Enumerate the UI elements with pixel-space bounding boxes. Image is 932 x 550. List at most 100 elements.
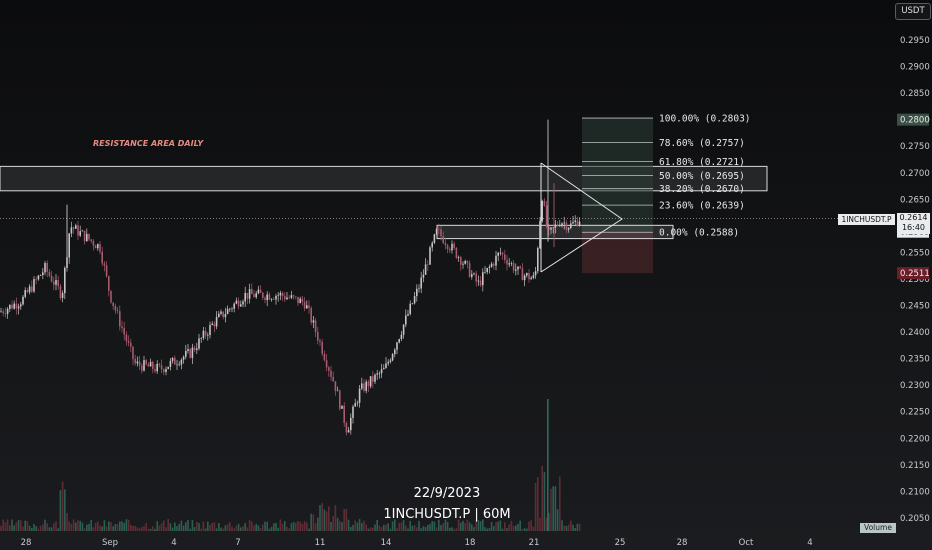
candle-body [510, 263, 513, 264]
candle-body [528, 273, 530, 280]
volume-bar [72, 519, 75, 531]
volume-bar [510, 520, 513, 531]
candle-body [292, 295, 295, 297]
volume-bar [198, 523, 200, 531]
volume-bar [383, 524, 385, 531]
candle-body [424, 264, 427, 275]
candle-body [237, 300, 240, 307]
volume-bar [35, 526, 37, 531]
candle-body [367, 381, 370, 387]
currency-selector[interactable]: USDT [895, 3, 931, 20]
volume-bar [156, 521, 158, 531]
candle-body [321, 341, 323, 354]
volume-bar [180, 520, 183, 531]
time-tick-1: Sep [102, 538, 118, 548]
volume-bar [213, 522, 216, 531]
volume-bar [189, 528, 191, 531]
candle-body [233, 303, 235, 309]
volume-bar [550, 488, 552, 531]
symbol-tag: 1INCHUSDT.P [838, 214, 895, 225]
candle-body [215, 317, 218, 327]
candle-body [114, 306, 117, 311]
candle-body [345, 422, 348, 433]
volume-bar [154, 528, 156, 531]
candle-body [576, 220, 579, 226]
candle-body [284, 296, 286, 300]
candle-body [387, 361, 389, 364]
volume-bar [299, 521, 301, 531]
candle-body [50, 275, 53, 282]
volume-bar [576, 523, 579, 531]
volume-bar [570, 520, 572, 531]
candle-body [268, 294, 271, 300]
candle-body [66, 257, 68, 268]
volume-bar [94, 522, 97, 531]
candle-body [350, 417, 352, 431]
price-tick-16: 0.2150 [900, 461, 930, 471]
volume-bar [504, 522, 506, 531]
volume-bar [479, 521, 482, 531]
volume-bar [330, 522, 332, 531]
price-tick-4: 0.2750 [900, 142, 930, 152]
candle-body [198, 338, 200, 349]
candle-body [343, 405, 345, 423]
candle-body [22, 296, 24, 305]
volume-bar [482, 519, 484, 531]
volume-bar [171, 527, 174, 531]
volume-bar [31, 527, 33, 531]
time-tick-4: 11 [315, 538, 326, 548]
volume-bar [343, 509, 345, 531]
candle-body [46, 263, 48, 272]
candle-body [255, 293, 257, 298]
volume-bar [561, 520, 563, 531]
volume-bar [220, 527, 222, 531]
candle-body [97, 244, 99, 249]
volume-bar [281, 523, 284, 531]
candle-body [165, 368, 167, 373]
stop-price-tag: 0.2511 [900, 269, 930, 279]
candle-body [332, 376, 334, 382]
candle-body [325, 360, 328, 368]
candle-body [356, 402, 359, 404]
volume-bar [409, 520, 411, 531]
candle-body [270, 299, 273, 300]
candle-body [550, 227, 552, 230]
time-tick-8: 25 [615, 538, 626, 548]
volume-legend-tag[interactable]: Volume [860, 523, 896, 533]
candle-body [2, 311, 4, 314]
volume-bar [301, 524, 304, 531]
volume-bar [251, 521, 253, 531]
candle-body [178, 364, 180, 366]
time-tick-2: 4 [171, 538, 176, 548]
volume-bar [391, 521, 394, 531]
candle-body [187, 349, 189, 352]
volume-bar [306, 522, 308, 531]
candle-body [552, 227, 554, 229]
volume-bar [66, 513, 68, 531]
volume-bar [499, 520, 502, 531]
volume-bar [460, 522, 462, 531]
candle-body [279, 292, 282, 296]
candle-body [55, 280, 57, 285]
candle-body [422, 274, 425, 278]
candle-body [409, 303, 411, 314]
time-tick-11: 4 [807, 538, 812, 548]
volume-bar [387, 523, 389, 531]
volume-bar [438, 519, 440, 531]
candle-body [312, 320, 315, 323]
candle-body [363, 383, 365, 391]
volume-bar [28, 525, 31, 531]
volume-bar [231, 526, 233, 531]
volume-bar [59, 490, 62, 531]
volume-bar [449, 527, 451, 531]
volume-bar [229, 522, 231, 531]
candle-body [125, 334, 128, 342]
candle-body [154, 368, 156, 372]
volume-bar [39, 525, 42, 531]
volume-bar [413, 525, 416, 531]
candle-body [466, 261, 469, 264]
candle-body [158, 363, 161, 366]
candle-body [378, 373, 381, 374]
